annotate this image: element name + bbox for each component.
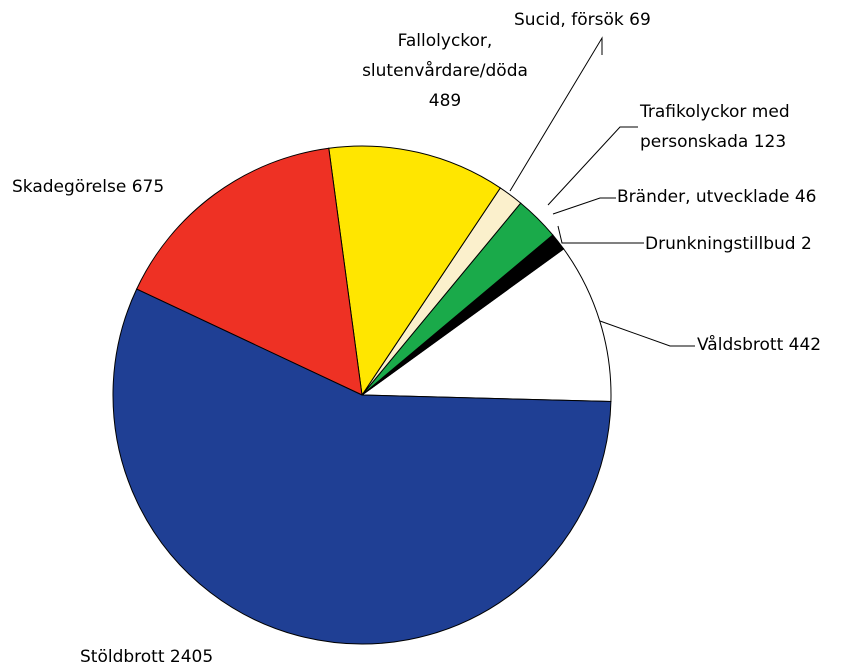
leader-line (599, 320, 695, 347)
value-label: 675 (131, 177, 165, 197)
category-name: Fallolyckor, slutenvårdare/döda (362, 31, 528, 81)
value-label: 2405 (169, 647, 214, 667)
value-label: 123 (753, 132, 787, 152)
leader-line (547, 126, 638, 206)
leader-line (509, 36, 603, 192)
pie-slice (360, 248, 612, 403)
value-label: 489 (428, 91, 462, 111)
slice-label: Trafikolyckor med personskada 123 (640, 97, 830, 157)
category-name: Våldsbrott (697, 335, 784, 355)
category-name: Stöldbrott (80, 647, 165, 667)
category-name: Trafikolyckor med personskada (640, 102, 790, 152)
category-name: Bränder, utvecklade (617, 187, 790, 207)
category-name: Skadegörelse (12, 177, 127, 197)
value-label: 442 (788, 335, 822, 355)
slice-label: Drunkningstillbud 2 (645, 229, 865, 259)
slice-label: Bränder, utvecklade 46 (617, 182, 862, 212)
value-label: 2 (801, 234, 812, 254)
value-label: 46 (794, 187, 817, 207)
leader-line (557, 225, 644, 244)
leader-line (552, 197, 616, 215)
value-label: 69 (629, 10, 651, 30)
slice-label: Sucid, försök 69 (514, 5, 714, 35)
slice-label: Fallolyckor, slutenvårdare/döda 489 (345, 26, 545, 116)
pie-slice (112, 288, 612, 645)
slice-label: Våldsbrott 442 (697, 330, 865, 360)
category-name: Sucid, försök (514, 10, 624, 30)
slice-label: Stöldbrott 2405 (80, 642, 300, 668)
pie-slice (328, 145, 502, 397)
category-name: Drunkningstillbud (645, 234, 796, 254)
pie-slice (135, 147, 363, 396)
slice-label: Skadegörelse 675 (12, 172, 232, 202)
